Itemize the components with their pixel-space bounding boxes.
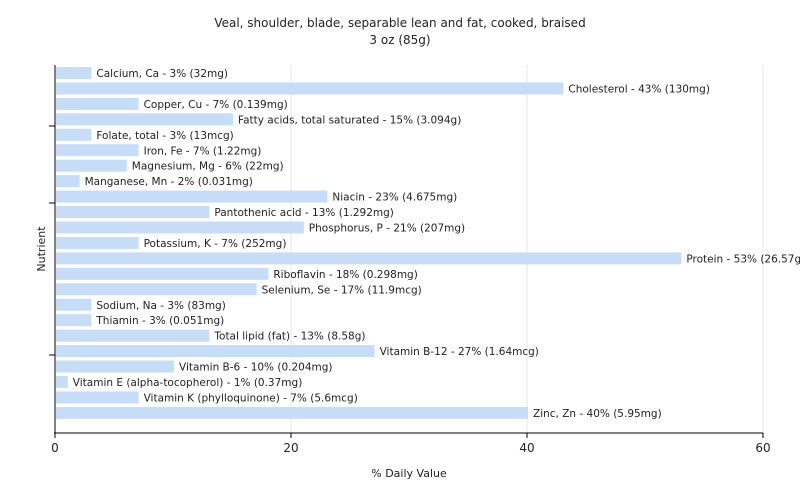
bar-12	[56, 252, 682, 265]
bar-label-22: Zinc, Zn - 40% (5.95mg)	[533, 408, 662, 420]
bar-label-5: Iron, Fe - 7% (1.22mg)	[144, 145, 262, 157]
bar-8	[56, 190, 328, 203]
bar-label-6: Magnesium, Mg - 6% (22mg)	[132, 161, 284, 173]
bar-21	[56, 391, 139, 404]
x-tick-label-0: 0	[51, 441, 59, 455]
bar-15	[56, 298, 92, 311]
x-tick-label-40: 40	[519, 441, 534, 455]
bar-label-21: Vitamin K (phylloquinone) - 7% (5.6mcg)	[144, 392, 358, 404]
grid-lines	[290, 65, 764, 433]
bar-1	[56, 82, 564, 95]
bar-0	[56, 67, 92, 79]
bar-label-11: Potassium, K - 7% (252mg)	[144, 238, 287, 250]
bar-label-1: Cholesterol - 43% (130mg)	[568, 83, 710, 95]
bar-18	[56, 345, 375, 358]
bar-11	[56, 236, 139, 249]
bar-label-10: Phosphorus, P - 21% (207mg)	[309, 223, 465, 235]
bar-label-14: Selenium, Se - 17% (11.9mcg)	[262, 284, 422, 296]
x-tick-label-20: 20	[283, 441, 298, 455]
bar-22	[56, 406, 528, 419]
bar-label-7: Manganese, Mn - 2% (0.031mg)	[85, 176, 253, 188]
bars-group	[56, 67, 682, 419]
bar-label-17: Total lipid (fat) - 13% (8.58g)	[213, 331, 365, 343]
bar-label-20: Vitamin E (alpha-tocopherol) - 1% (0.37m…	[73, 377, 302, 389]
chart-title: Veal, shoulder, blade, separable lean an…	[214, 16, 585, 30]
bar-17	[56, 329, 210, 342]
bar-label-12: Protein - 53% (26.57g)	[686, 253, 800, 265]
bar-label-13: Riboflavin - 18% (0.298mg)	[273, 269, 417, 281]
bar-14	[56, 283, 257, 296]
bar-label-4: Folate, total - 3% (13mcg)	[96, 130, 233, 142]
bar-2	[56, 97, 139, 110]
bar-4	[56, 128, 92, 141]
x-tick-label-60: 60	[755, 441, 770, 455]
bar-3	[56, 113, 233, 126]
bar-5	[56, 144, 139, 157]
chart-subtitle: 3 oz (85g)	[369, 33, 430, 47]
axes-group: 0 20 40 60	[49, 65, 771, 455]
bar-label-18: Vitamin B-12 - 27% (1.64mcg)	[380, 346, 539, 358]
bar-label-15: Sodium, Na - 3% (83mg)	[96, 300, 225, 312]
bar-label-16: Thiamin - 3% (0.051mg)	[95, 315, 224, 327]
bar-9	[56, 206, 210, 219]
x-axis-label: % Daily Value	[371, 467, 447, 480]
bar-10	[56, 221, 304, 234]
y-axis-label: Nutrient	[35, 226, 48, 272]
bar-13	[56, 267, 269, 280]
bar-7	[56, 175, 80, 188]
bar-label-0: Calcium, Ca - 3% (32mg)	[96, 68, 228, 80]
bar-20	[56, 376, 68, 388]
bar-label-19: Vitamin B-6 - 10% (0.204mg)	[179, 362, 333, 374]
bar-label-8: Niacin - 23% (4.675mg)	[332, 192, 457, 204]
bar-19	[56, 360, 174, 373]
bar-label-2: Copper, Cu - 7% (0.139mg)	[144, 99, 288, 111]
bar-16	[56, 314, 92, 327]
bar-label-3: Fatty acids, total saturated - 15% (3.09…	[238, 114, 461, 126]
bar-labels-group: Calcium, Ca - 3% (32mg) Cholesterol - 43%…	[73, 68, 800, 420]
bar-6	[56, 159, 127, 172]
bar-label-9: Pantothenic acid - 13% (1.292mg)	[214, 207, 393, 219]
